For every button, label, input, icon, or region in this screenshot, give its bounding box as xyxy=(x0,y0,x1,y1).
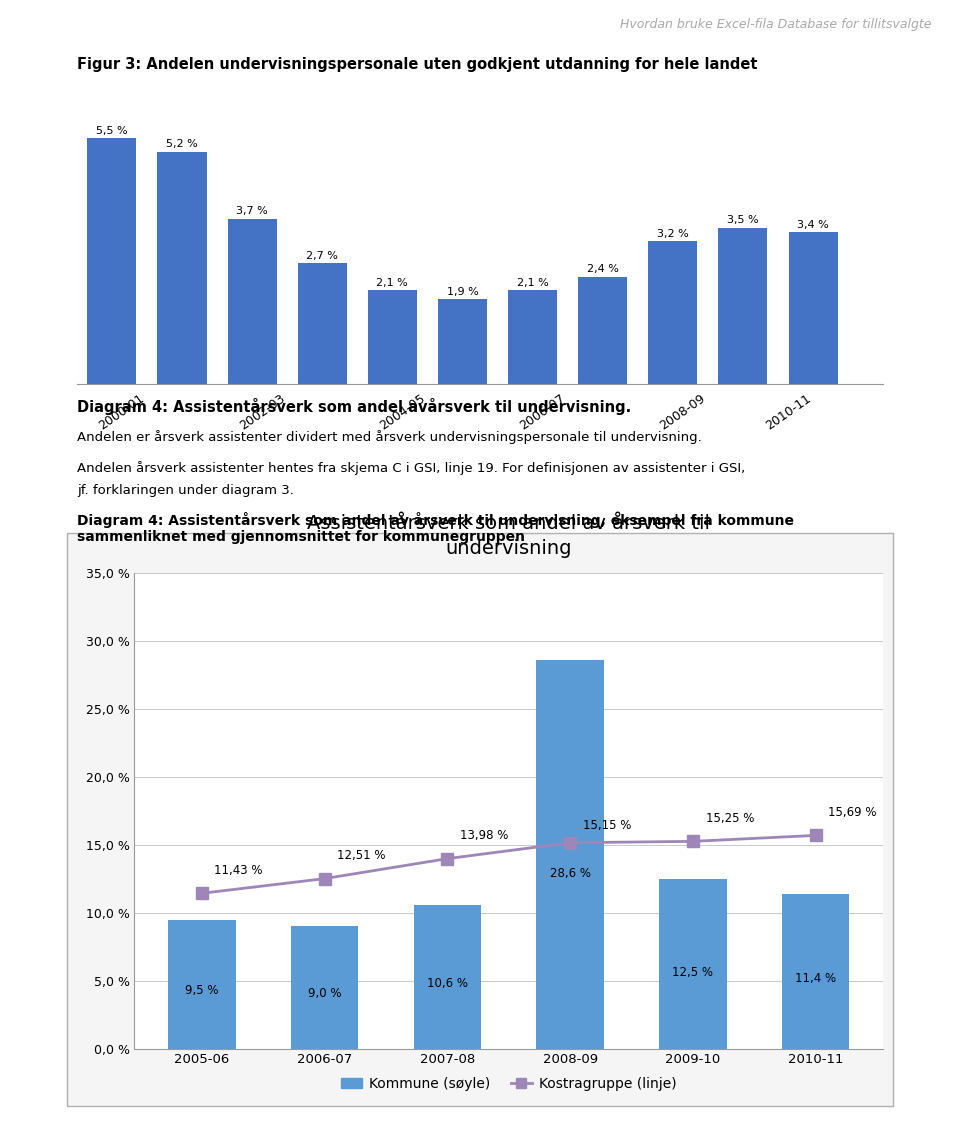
Text: 12,51 %: 12,51 % xyxy=(337,849,386,862)
Text: 3,2 %: 3,2 % xyxy=(657,229,688,238)
Text: Andelen årsverk assistenter hentes fra skjema C i GSI, linje 19. For definisjone: Andelen årsverk assistenter hentes fra s… xyxy=(77,461,745,474)
Text: Figur 3: Andelen undervisningspersonale uten godkjent utdanning for hele landet: Figur 3: Andelen undervisningspersonale … xyxy=(77,57,757,72)
Text: 15,69 %: 15,69 % xyxy=(828,806,876,819)
Text: 9,5 %: 9,5 % xyxy=(185,984,219,997)
Text: 5,2 %: 5,2 % xyxy=(166,140,198,149)
Bar xyxy=(438,299,487,384)
Bar xyxy=(298,264,347,384)
Text: 3,5 %: 3,5 % xyxy=(727,215,758,226)
Text: Diagram 4: Assistentårsverk som andel avårsverk til undervisning.: Diagram 4: Assistentårsverk som andel av… xyxy=(77,398,631,415)
Text: 10,6 %: 10,6 % xyxy=(427,978,468,990)
Text: 11,43 %: 11,43 % xyxy=(214,864,263,877)
Bar xyxy=(660,879,727,1049)
Bar xyxy=(87,139,136,384)
Bar xyxy=(782,894,850,1049)
Bar xyxy=(508,290,557,384)
Text: 3,7 %: 3,7 % xyxy=(236,206,268,217)
Text: 15,15 %: 15,15 % xyxy=(583,819,631,832)
Bar xyxy=(414,904,481,1049)
Text: Hvordan bruke Excel-fila Database for tillitsvalgte: Hvordan bruke Excel-fila Database for ti… xyxy=(620,17,931,31)
Bar xyxy=(291,926,358,1049)
Text: Andelen er årsverk assistenter dividert med årsverk undervisningspersonale til u: Andelen er årsverk assistenter dividert … xyxy=(77,430,702,444)
Legend: Kommune (søyle), Kostragruppe (linje): Kommune (søyle), Kostragruppe (linje) xyxy=(336,1072,682,1097)
Text: 11,4 %: 11,4 % xyxy=(795,973,836,986)
Text: 5,5 %: 5,5 % xyxy=(96,126,128,136)
Text: 28,6 %: 28,6 % xyxy=(550,868,590,880)
Text: 9,0 %: 9,0 % xyxy=(308,987,342,1000)
Bar xyxy=(578,276,627,384)
Text: 10: 10 xyxy=(13,14,39,32)
Text: 3,4 %: 3,4 % xyxy=(797,220,828,230)
Text: 2,1 %: 2,1 % xyxy=(516,277,548,288)
Bar xyxy=(537,660,604,1049)
Title: Assistentårsverk som andel av årsverk til
undervisning: Assistentårsverk som andel av årsverk ti… xyxy=(307,513,710,558)
Bar xyxy=(718,228,767,384)
Bar xyxy=(168,919,235,1049)
Text: 15,25 %: 15,25 % xyxy=(706,813,754,825)
Bar xyxy=(157,151,206,384)
Bar xyxy=(648,241,697,384)
Text: 13,98 %: 13,98 % xyxy=(460,830,509,842)
Text: jf. forklaringen under diagram 3.: jf. forklaringen under diagram 3. xyxy=(77,484,294,496)
Text: 12,5 %: 12,5 % xyxy=(672,966,713,979)
Bar xyxy=(788,231,838,384)
Text: Diagram 4: Assistentårsverk som andel av årsverk til undervisning, eksempel fra : Diagram 4: Assistentårsverk som andel av… xyxy=(77,512,794,544)
Text: 2,7 %: 2,7 % xyxy=(306,251,338,261)
Text: 1,9 %: 1,9 % xyxy=(446,286,478,297)
Bar xyxy=(228,219,276,384)
Text: 2,4 %: 2,4 % xyxy=(587,265,618,275)
Text: 2,1 %: 2,1 % xyxy=(376,277,408,288)
Bar xyxy=(368,290,417,384)
